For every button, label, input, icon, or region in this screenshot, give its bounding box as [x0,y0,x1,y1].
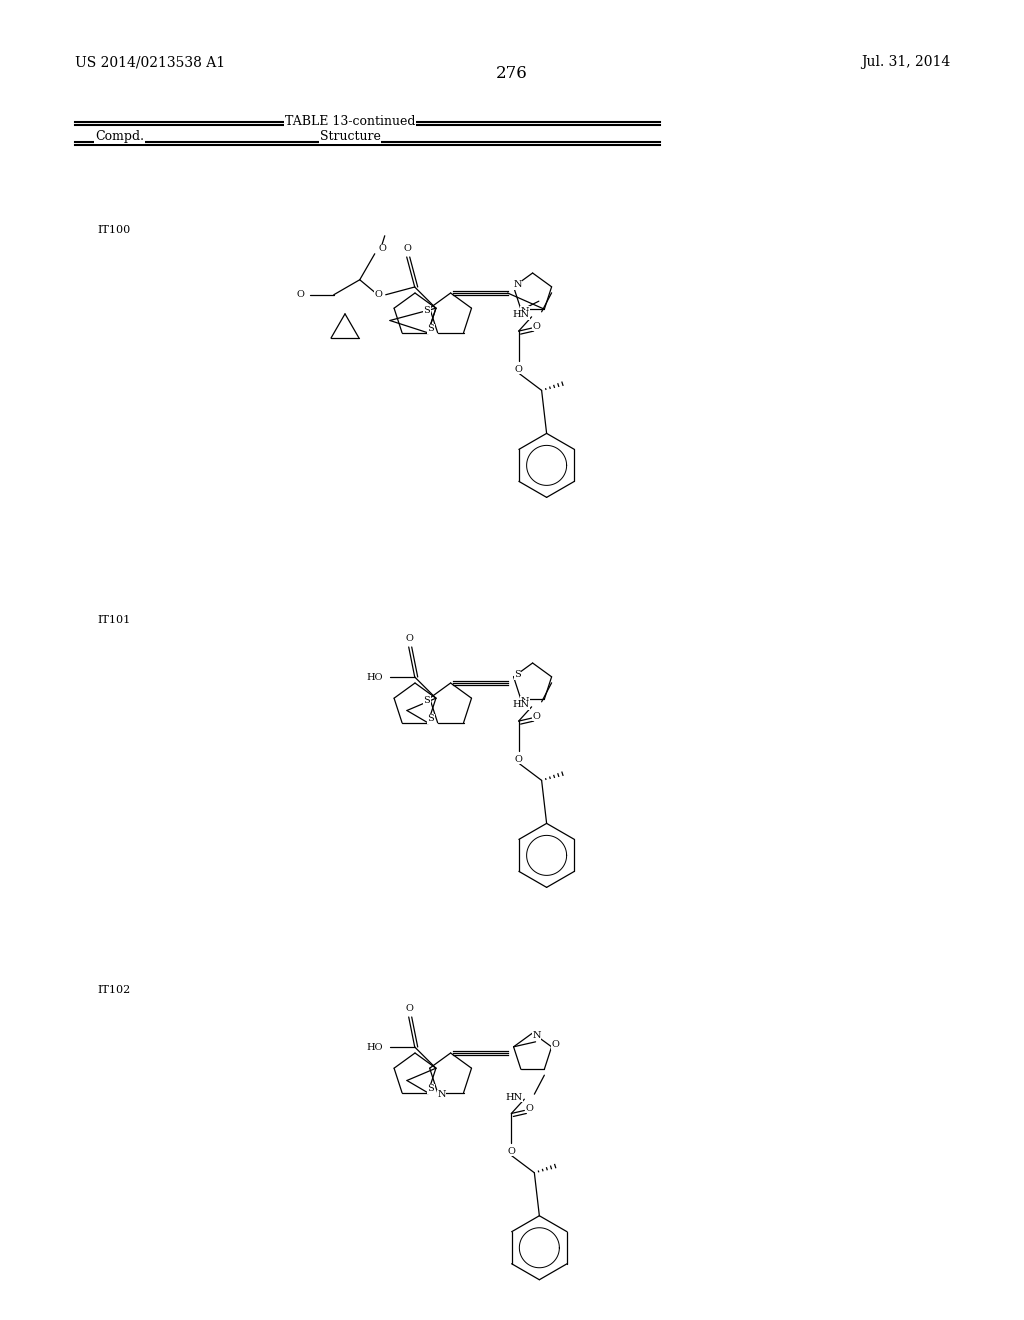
Text: O: O [379,244,387,253]
Text: S: S [428,1084,434,1093]
Text: O: O [297,290,305,300]
Text: IT101: IT101 [97,615,130,624]
Text: Structure: Structure [319,129,381,143]
Text: S: S [423,696,430,705]
Text: O: O [406,1005,414,1014]
Text: IT100: IT100 [97,224,130,235]
Text: N: N [513,280,522,289]
Text: S: S [514,671,521,680]
Text: IT102: IT102 [97,985,130,995]
Text: O: O [515,364,522,374]
Text: N: N [520,306,529,315]
Text: O: O [406,635,414,643]
Text: O: O [525,1104,534,1113]
Text: O: O [403,244,412,253]
Text: O: O [552,1040,559,1049]
Text: Compd.: Compd. [95,129,144,143]
Text: O: O [515,755,522,763]
Text: US 2014/0213538 A1: US 2014/0213538 A1 [75,55,225,69]
Text: 276: 276 [496,65,528,82]
Text: O: O [532,322,541,330]
Text: HN: HN [512,701,529,709]
Text: S: S [428,714,434,723]
Text: S: S [428,325,434,333]
Text: O: O [532,711,541,721]
Text: HN: HN [512,310,529,319]
Text: N: N [520,697,529,706]
Text: Jul. 31, 2014: Jul. 31, 2014 [861,55,950,69]
Text: HN: HN [505,1093,522,1102]
Text: HO: HO [367,673,383,682]
Text: O: O [375,290,383,300]
Text: TABLE 13-continued: TABLE 13-continued [285,115,416,128]
Text: O: O [508,1147,515,1156]
Text: N: N [532,1031,541,1040]
Text: HO: HO [367,1044,383,1052]
Text: S: S [423,306,430,314]
Text: N: N [437,1090,445,1100]
